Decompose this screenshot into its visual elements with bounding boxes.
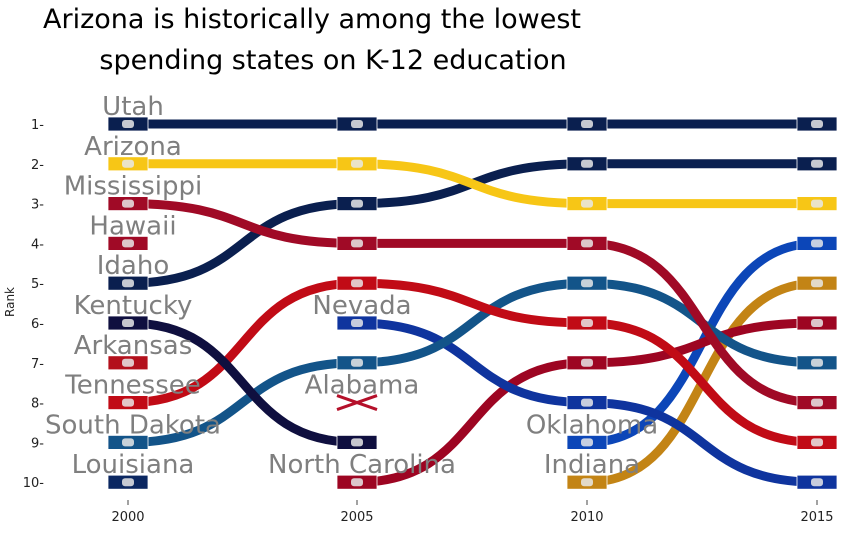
flag-marker xyxy=(336,196,378,212)
chart-title-line-1: Arizona is historically among the lowest xyxy=(43,4,581,35)
flag-marker xyxy=(107,474,149,490)
flag-marker xyxy=(796,116,838,132)
flag-marker xyxy=(796,156,838,172)
flag-marker xyxy=(796,474,838,490)
flag-marker xyxy=(796,235,838,251)
state-label: Utah xyxy=(102,92,164,122)
flag-marker xyxy=(796,434,838,450)
x-tick-label: 2015 xyxy=(800,510,833,525)
state-label: Mississippi xyxy=(64,172,203,202)
flag-marker xyxy=(566,395,608,411)
state-label: Oklahoma xyxy=(526,410,658,440)
state-labels: Utah Arizona Mississippi Hawaii Idaho Kentuck… xyxy=(45,92,658,480)
y-tick-label: 6- xyxy=(31,317,44,332)
flag-marker xyxy=(107,395,149,411)
series-line xyxy=(127,159,817,288)
series-line xyxy=(127,199,818,408)
flag-marker xyxy=(796,315,838,331)
flag-marker xyxy=(796,196,838,212)
flag-marker xyxy=(336,116,378,132)
y-tick-label: 2- xyxy=(31,158,44,173)
y-tick-label: 4- xyxy=(31,237,44,252)
state-label: Arizona xyxy=(84,132,182,162)
flag-marker xyxy=(336,315,378,331)
flag-marker xyxy=(107,355,149,371)
flag-markers xyxy=(107,116,838,490)
flag-marker xyxy=(566,116,608,132)
flag-marker xyxy=(566,434,608,450)
y-axis-label: Rank xyxy=(3,287,17,317)
y-tick-label: 9- xyxy=(31,436,44,451)
series-lines xyxy=(127,119,818,487)
flag-marker xyxy=(107,434,149,450)
flag-marker xyxy=(566,235,608,251)
flag-marker xyxy=(107,235,149,251)
state-label: Alabama xyxy=(305,371,420,401)
flag-marker xyxy=(566,315,608,331)
flag-marker xyxy=(336,474,378,490)
x-axis: 2000 2005 2010 2015 xyxy=(111,500,834,525)
x-tick-label: 2005 xyxy=(340,510,373,525)
series-line xyxy=(127,318,358,447)
flag-marker xyxy=(336,434,378,450)
y-tick-label: 1- xyxy=(31,118,44,133)
y-tick-label: 5- xyxy=(31,277,44,292)
flag-marker xyxy=(107,156,149,172)
state-label: Arkansas xyxy=(74,331,193,361)
y-axis: 1- 2- 3- 4- 5- 6- 7- 8- 9- 10- xyxy=(23,118,45,491)
flag-marker xyxy=(796,275,838,291)
state-label: Tennessee xyxy=(64,371,201,401)
state-label: Hawaii xyxy=(89,211,176,241)
flag-marker xyxy=(107,275,149,291)
flag-marker xyxy=(107,116,149,132)
flag-marker xyxy=(107,315,149,331)
x-tick-label: 2000 xyxy=(111,510,144,525)
flag-marker xyxy=(107,196,149,212)
chart-title-line-2: spending states on K-12 education xyxy=(99,45,566,76)
state-label: South Dakota xyxy=(45,410,221,440)
flag-marker xyxy=(566,355,608,371)
y-tick-label: 8- xyxy=(31,397,44,412)
y-tick-label: 10- xyxy=(23,476,45,491)
state-label: Louisiana xyxy=(72,450,195,480)
series-line xyxy=(128,159,817,209)
flag-marker xyxy=(336,275,378,291)
flag-marker xyxy=(566,196,608,212)
flag-marker xyxy=(796,355,838,371)
state-label: Idaho xyxy=(97,251,170,281)
flag-marker xyxy=(566,474,608,490)
x-tick-label: 2010 xyxy=(570,510,603,525)
y-tick-label: 7- xyxy=(31,357,44,372)
series-line xyxy=(127,278,818,447)
state-label: North Carolina xyxy=(268,450,456,480)
flag-marker xyxy=(566,156,608,172)
state-label: Indiana xyxy=(544,450,640,480)
flag-marker xyxy=(796,395,838,411)
y-tick-label: 3- xyxy=(31,198,44,213)
flag-marker xyxy=(336,394,378,412)
state-label: Nevada xyxy=(312,291,411,321)
flag-marker xyxy=(336,355,378,371)
flag-marker xyxy=(566,275,608,291)
state-label: Kentucky xyxy=(74,291,193,321)
flag-marker xyxy=(336,156,378,172)
flag-marker xyxy=(336,235,378,251)
